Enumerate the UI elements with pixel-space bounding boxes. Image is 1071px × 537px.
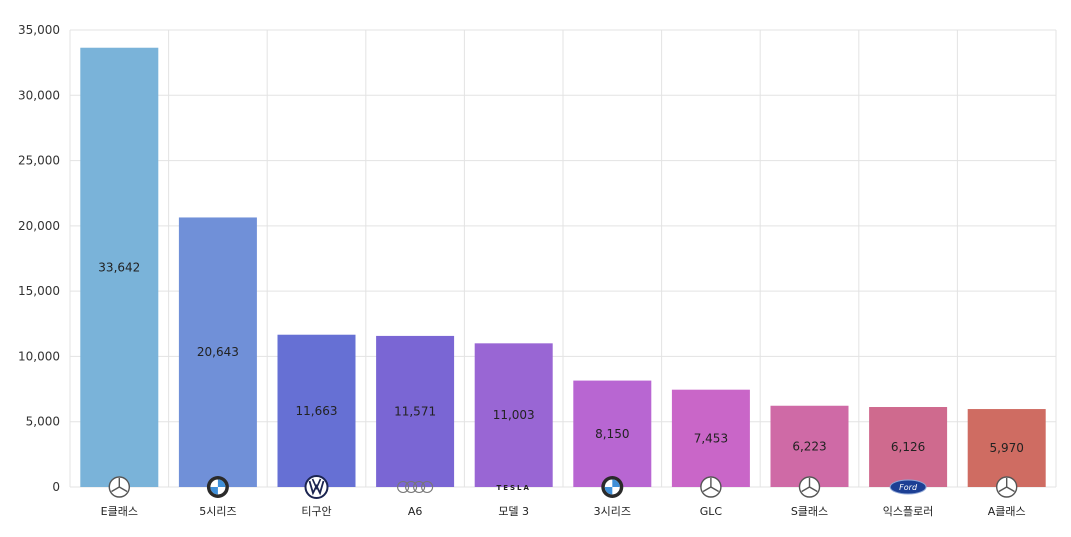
y-tick-label: 10,000 [18, 349, 60, 363]
bars [80, 47, 1046, 488]
x-category-label: E클래스 [101, 505, 138, 518]
data-label: 6,223 [792, 439, 826, 453]
tesla-icon: TESLA [496, 484, 530, 492]
bmw-icon [601, 476, 624, 498]
bar [474, 343, 553, 487]
x-category-label: S클래스 [791, 505, 828, 518]
x-axis-categories: E클래스 5시리즈 티구안 A6 모델 3 3시리즈 GLC S클래스 익스플로러 A클래스 [101, 505, 1026, 518]
y-axis-ticks: 0 5,000 10,000 15,000 20,000 25,000 30,000 35,0… [18, 23, 60, 494]
data-label: 11,003 [493, 408, 535, 422]
bar [671, 389, 750, 487]
y-tick-label: 5,000 [26, 415, 60, 429]
mercedes-icon [996, 476, 1018, 498]
x-category-label: 익스플로러 [883, 505, 934, 518]
x-category-label: 티구안 [301, 505, 331, 518]
x-category-label: 3시리즈 [594, 505, 631, 518]
mercedes-icon [700, 476, 722, 498]
data-label: 33,642 [98, 260, 140, 274]
x-category-label: 5시리즈 [199, 505, 236, 518]
y-tick-label: 0 [52, 480, 60, 494]
y-tick-label: 35,000 [18, 23, 60, 37]
data-labels: 33,642 20,643 11,663 11,571 11,003 8,150 7,453… [98, 260, 1024, 455]
x-category-label: A클래스 [988, 505, 1026, 518]
bar [869, 407, 948, 487]
data-label: 7,453 [694, 431, 728, 445]
x-category-label: GLC [700, 505, 723, 518]
mercedes-icon [798, 476, 821, 498]
y-tick-label: 25,000 [18, 154, 60, 168]
volkswagen-icon [304, 475, 329, 499]
y-tick-label: 20,000 [18, 219, 60, 233]
data-label: 8,150 [595, 427, 629, 441]
data-label: 11,571 [394, 404, 436, 418]
x-category-label: A6 [408, 505, 423, 518]
bar [277, 334, 356, 487]
ford-icon: Ford [889, 479, 927, 495]
data-label: 20,643 [197, 345, 239, 359]
data-label: 5,970 [990, 441, 1024, 455]
brand-icons: TESLA Ford [108, 475, 1018, 499]
ford-wordmark: Ford [899, 483, 918, 492]
y-tick-label: 15,000 [18, 284, 60, 298]
bar [770, 405, 849, 487]
grid-lines [69, 29, 1057, 488]
mercedes-icon [108, 476, 131, 498]
tesla-wordmark: TESLA [496, 484, 530, 492]
bmw-icon [206, 476, 229, 498]
y-tick-label: 30,000 [18, 88, 60, 102]
data-label: 6,126 [891, 440, 925, 454]
bar [80, 47, 159, 488]
bar [376, 335, 455, 487]
data-label: 11,663 [296, 404, 338, 418]
bar [178, 217, 257, 487]
audi-icon [397, 480, 434, 494]
x-category-label: 모델 3 [498, 505, 529, 518]
bar [573, 380, 652, 487]
bar [967, 409, 1046, 487]
